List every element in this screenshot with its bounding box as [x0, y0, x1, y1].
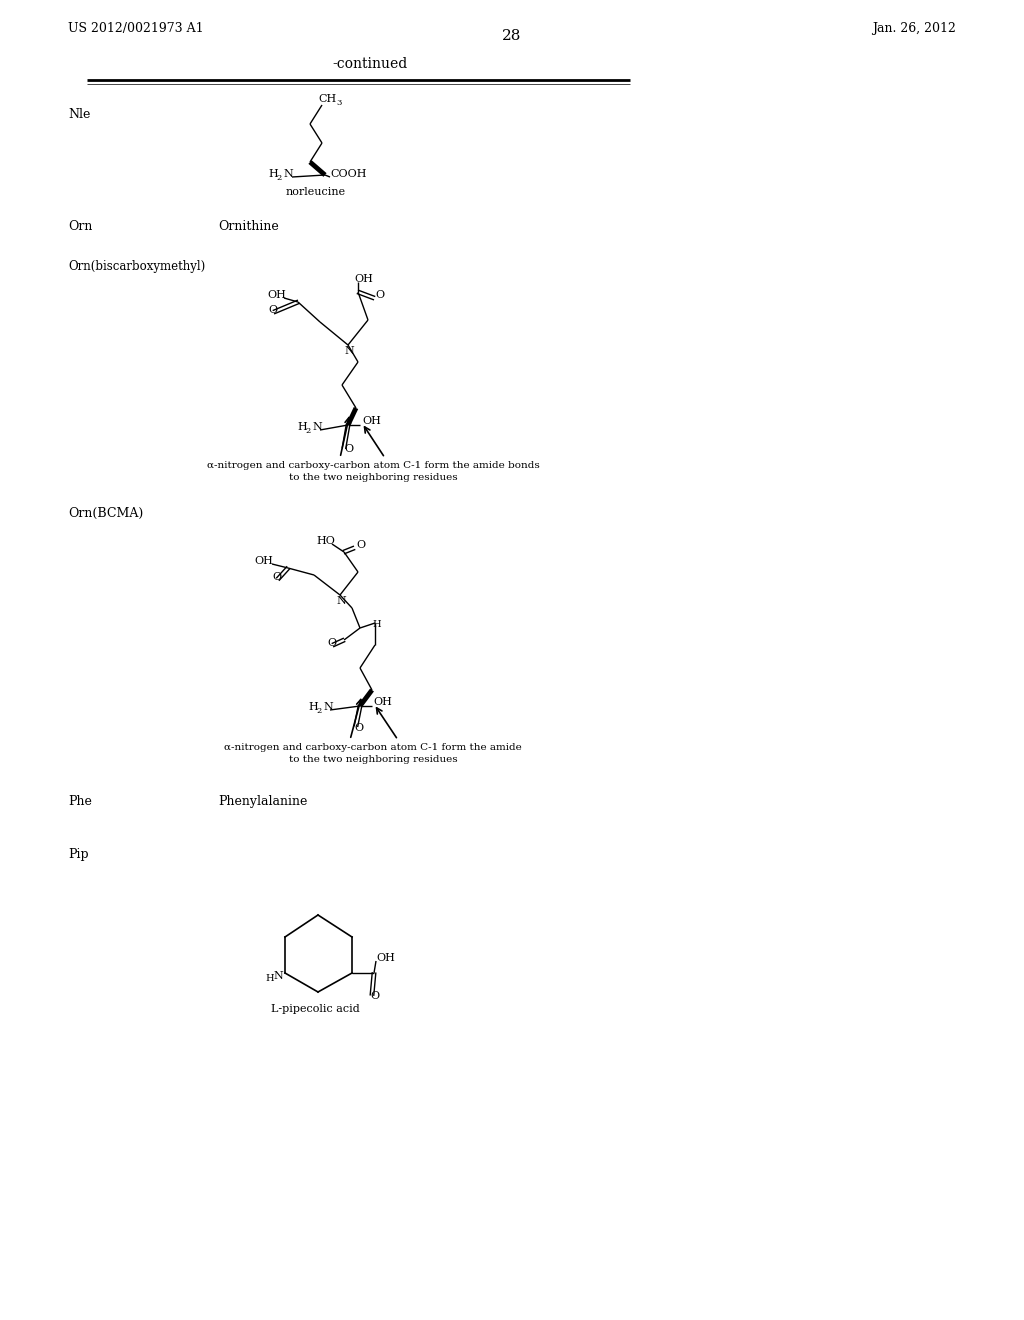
Text: O: O	[327, 638, 336, 648]
Text: COOH: COOH	[330, 169, 367, 180]
Text: Orn: Orn	[68, 220, 92, 234]
Text: US 2012/0021973 A1: US 2012/0021973 A1	[68, 22, 204, 36]
Text: 28: 28	[503, 29, 521, 44]
Text: OH: OH	[267, 290, 286, 300]
Text: 2: 2	[305, 426, 310, 436]
Text: O: O	[356, 540, 366, 550]
Text: norleucine: norleucine	[286, 187, 346, 197]
Text: 2: 2	[316, 708, 322, 715]
Text: 3: 3	[336, 99, 341, 107]
Text: Ornithine: Ornithine	[218, 220, 279, 234]
Text: N: N	[273, 972, 283, 981]
Text: Nle: Nle	[68, 108, 90, 121]
Text: H: H	[297, 422, 307, 432]
Text: Jan. 26, 2012: Jan. 26, 2012	[872, 22, 956, 36]
Text: O: O	[354, 723, 364, 733]
Text: Pip: Pip	[68, 847, 89, 861]
Text: H: H	[308, 702, 317, 711]
Text: Phenylalanine: Phenylalanine	[218, 795, 307, 808]
Text: α-nitrogen and carboxy-carbon atom C-1 form the amide: α-nitrogen and carboxy-carbon atom C-1 f…	[224, 743, 522, 752]
Text: H: H	[268, 169, 278, 180]
Text: N: N	[312, 422, 322, 432]
Text: N: N	[344, 346, 353, 356]
Text: O: O	[272, 572, 282, 582]
Text: O: O	[375, 290, 384, 300]
Text: O: O	[268, 305, 278, 315]
Text: O: O	[344, 444, 353, 454]
Text: O: O	[370, 991, 379, 1001]
Text: OH: OH	[373, 697, 392, 708]
Text: H: H	[372, 620, 381, 630]
Text: OH: OH	[376, 953, 395, 964]
Text: OH: OH	[254, 556, 272, 566]
Text: N: N	[336, 597, 346, 606]
Text: N: N	[283, 169, 293, 180]
Text: H: H	[265, 974, 273, 983]
Text: Orn(biscarboxymethyl): Orn(biscarboxymethyl)	[68, 260, 205, 273]
Text: N: N	[323, 702, 333, 711]
Text: Phe: Phe	[68, 795, 92, 808]
Text: to the two neighboring residues: to the two neighboring residues	[289, 755, 458, 764]
Text: Orn(BCMA): Orn(BCMA)	[68, 507, 143, 520]
Text: OH: OH	[354, 275, 373, 284]
Text: L-pipecolic acid: L-pipecolic acid	[270, 1005, 359, 1014]
Text: to the two neighboring residues: to the two neighboring residues	[289, 473, 458, 482]
Text: 2: 2	[276, 174, 282, 182]
Text: HO: HO	[316, 536, 335, 546]
Text: CH: CH	[318, 94, 336, 104]
Text: OH: OH	[362, 416, 381, 426]
Text: α-nitrogen and carboxy-carbon atom C-1 form the amide bonds: α-nitrogen and carboxy-carbon atom C-1 f…	[207, 461, 540, 470]
Text: -continued: -continued	[333, 57, 408, 71]
